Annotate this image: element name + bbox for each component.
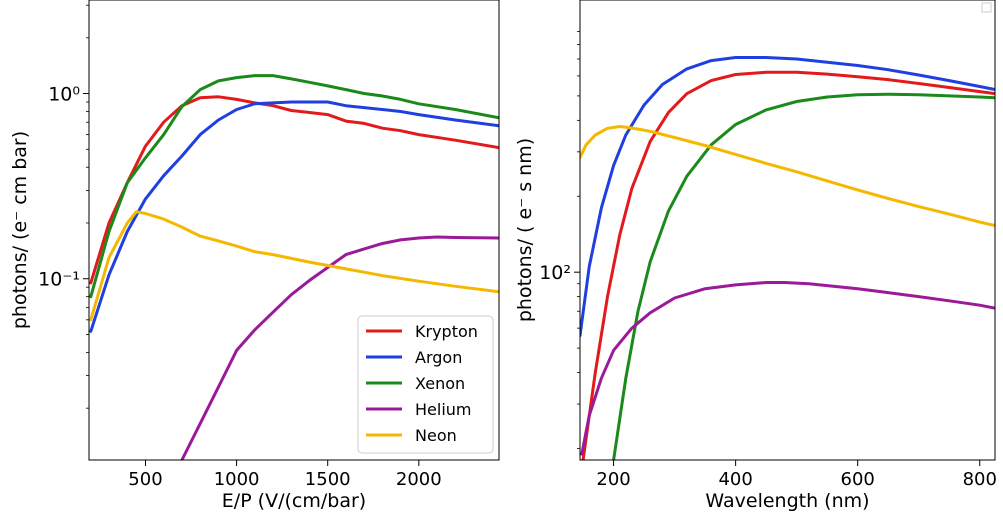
- series-line-neon: [89, 210, 499, 322]
- series-line-xenon: [89, 74, 499, 299]
- series-line-argon: [89, 100, 499, 333]
- x-tick-label: 500: [128, 469, 162, 490]
- legend-empty-box: [981, 2, 992, 13]
- x-tick-label: 1000: [214, 469, 260, 490]
- left-panel: 500 1000 1500 2000 10⁻¹ 10⁰ E/P (V/(cm/bar) pho…: [9, 0, 500, 512]
- series-line-krypton: [89, 95, 499, 285]
- x-tick-label: 1500: [305, 469, 351, 490]
- series-line-xenon: [612, 92, 995, 460]
- x-tick-label: 400: [718, 469, 752, 490]
- x-tick-label: 2000: [396, 469, 442, 490]
- x-axis-label: Wavelength (nm): [705, 490, 869, 512]
- axes-frame: [579, 0, 996, 461]
- y-axis-label: photons/ ( e⁻ s nm): [514, 138, 536, 322]
- x-tick-label: 200: [596, 469, 630, 490]
- y-axis-label: photons/ (e⁻ cm bar): [9, 131, 31, 329]
- legend-label-neon: Neon: [415, 426, 457, 445]
- y-tick-label: 10⁰: [48, 84, 80, 106]
- y-tick-label: 10⁻¹: [38, 269, 80, 291]
- axes-frame: [88, 0, 500, 461]
- legend-box: [357, 315, 494, 454]
- legend: Krypton Argon Xenon Helium Neon: [357, 315, 494, 454]
- legend-label-argon: Argon: [415, 348, 462, 367]
- y-tick-label: 10²: [539, 262, 571, 284]
- series-line-helium: [580, 281, 995, 456]
- plot-area: [89, 74, 499, 460]
- series-line-neon: [580, 125, 995, 228]
- x-axis-label: E/P (V/(cm/bar): [222, 490, 366, 512]
- series-line-argon: [580, 56, 995, 338]
- x-tick-label: 600: [841, 469, 875, 490]
- right-panel: 200 400 600 800 10² Wavelength (nm) photons/ (…: [514, 0, 997, 512]
- legend-label-xenon: Xenon: [415, 374, 465, 393]
- legend-label-helium: Helium: [415, 400, 472, 419]
- series-line-krypton: [581, 70, 995, 460]
- x-tick-label: 800: [963, 469, 997, 490]
- series-line-helium: [180, 235, 499, 460]
- legend-label-krypton: Krypton: [415, 322, 478, 341]
- plot-area: [580, 56, 995, 460]
